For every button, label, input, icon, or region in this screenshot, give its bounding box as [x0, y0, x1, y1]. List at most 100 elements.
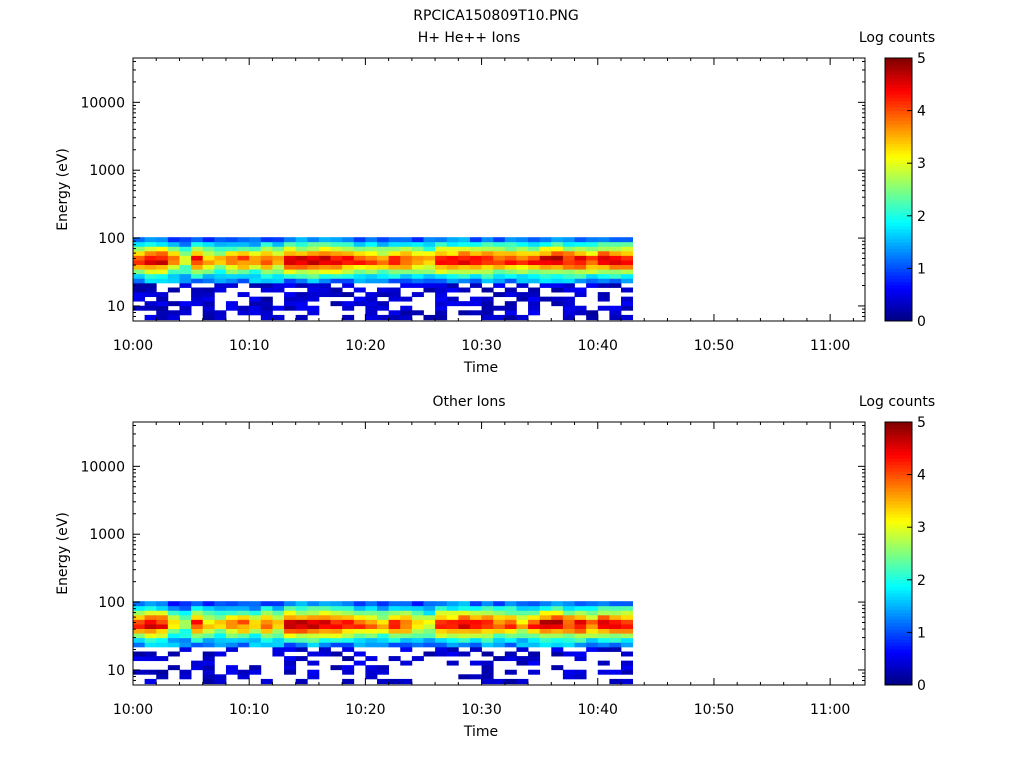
spectrogram-cell [388, 610, 401, 616]
spectrogram-cell [539, 264, 552, 270]
colorbar-band [885, 454, 912, 459]
colorbar-band [885, 435, 912, 439]
colorbar-band [885, 675, 912, 679]
spectrogram-cell [225, 646, 238, 652]
colorbar-band [885, 176, 912, 181]
x-tick-label: 10:30 [461, 338, 501, 354]
spectrogram-cell [377, 246, 390, 252]
spectrogram-cell [493, 305, 506, 311]
spectrogram-cell [551, 296, 564, 302]
spectrogram-cell [609, 605, 622, 611]
spectrogram-cell [609, 241, 622, 247]
spectrogram-cell [225, 642, 238, 648]
spectrogram-cell [388, 260, 401, 266]
spectrogram-cell [202, 296, 215, 302]
spectrogram-cell [365, 669, 378, 675]
spectrogram-cell [214, 246, 227, 252]
spectrogram-cell [144, 610, 157, 616]
spectrogram-cell [377, 669, 390, 675]
spectrogram-cell [400, 246, 413, 252]
spectrogram-cell [249, 305, 262, 311]
colorbar-band [885, 425, 912, 430]
spectrogram-cell [295, 296, 308, 302]
spectrogram-cell [284, 269, 297, 275]
spectrogram-cell [551, 255, 564, 261]
spectrogram-cell [377, 678, 390, 685]
spectrogram-cell [377, 269, 390, 275]
spectrogram-cell [295, 656, 308, 662]
spectrogram-cell [562, 260, 575, 266]
spectrogram-cell [609, 255, 622, 261]
colorbar-band [885, 107, 912, 112]
spectrogram-cell [167, 624, 180, 630]
spectrogram-cell [295, 260, 308, 266]
spectrogram-cell [202, 314, 215, 321]
spectrogram-cell [202, 651, 215, 657]
spectrogram-cell [539, 282, 552, 288]
spectrogram-cell [249, 619, 262, 625]
spectrogram-cell [400, 660, 413, 666]
spectrogram-cell [621, 628, 634, 634]
spectrogram-cell [295, 282, 308, 288]
spectrogram-cell [481, 246, 494, 252]
spectrogram-cell [167, 269, 180, 275]
spectrogram-cell [214, 614, 227, 620]
spectrogram-cell [586, 246, 599, 252]
colorbar-tick-label: 0 [917, 678, 926, 694]
spectrogram-cell [202, 241, 215, 247]
colorbar-band [885, 665, 912, 670]
spectrogram-cell [342, 633, 355, 639]
panel-other-ions: 10:00 10:10 10:20 10:30 10:40 10:50 11:0010100… [55, 394, 935, 740]
colorbar-band [885, 219, 912, 223]
spectrogram-cell [609, 669, 622, 675]
spectrogram-cell [528, 250, 541, 256]
spectrogram-cell [144, 619, 157, 625]
spectrogram-cell [342, 292, 355, 298]
spectrogram-cell [469, 264, 482, 270]
spectrogram-cell [609, 633, 622, 639]
spectrogram-cell [458, 301, 471, 307]
spectrogram-cell [481, 633, 494, 639]
spectrogram-cell [516, 250, 529, 256]
spectrogram-cell [446, 646, 459, 652]
spectrogram-cell [609, 637, 622, 643]
colorbar-band [885, 202, 912, 207]
spectrogram-cell [504, 269, 517, 275]
spectrogram-cell [156, 310, 169, 316]
spectrogram-cell [388, 273, 401, 279]
colorbar-band [885, 477, 912, 482]
spectrogram-cell [365, 260, 378, 266]
spectrogram-cell [191, 255, 204, 261]
spectrogram-cell [400, 314, 413, 321]
spectrogram-cell [342, 624, 355, 630]
spectrogram-cell [586, 278, 599, 284]
y-tick-label: 1000 [89, 163, 125, 179]
spectrogram-cell [330, 260, 343, 266]
spectrogram-cell [586, 601, 599, 607]
spectrogram-cell [597, 637, 610, 643]
spectrogram-cell [237, 669, 250, 675]
spectrogram-cell [144, 314, 157, 321]
spectrogram-cell [586, 614, 599, 620]
spectrogram-cell [179, 601, 192, 607]
spectrogram-cell [621, 264, 634, 270]
spectrogram-cell [365, 241, 378, 247]
spectrogram-cell [202, 273, 215, 279]
colorbar-band [885, 113, 912, 118]
spectrogram-cell [597, 605, 610, 611]
spectrogram-cell [423, 255, 436, 261]
spectrogram-cell [516, 619, 529, 625]
spectrogram-cell [214, 624, 227, 630]
spectrogram-cell [516, 278, 529, 284]
spectrogram-cell [260, 619, 273, 625]
spectrogram-cell [446, 260, 459, 266]
spectrogram-cell [167, 241, 180, 247]
spectrogram-cell [318, 260, 331, 266]
spectrogram-cell [342, 656, 355, 662]
spectrogram-cell [330, 665, 343, 671]
spectrogram-cell [272, 305, 285, 311]
spectrogram-cell [237, 605, 250, 611]
colorbar-band [885, 317, 912, 322]
spectrogram-cell [272, 278, 285, 284]
spectrogram-cell [446, 255, 459, 261]
